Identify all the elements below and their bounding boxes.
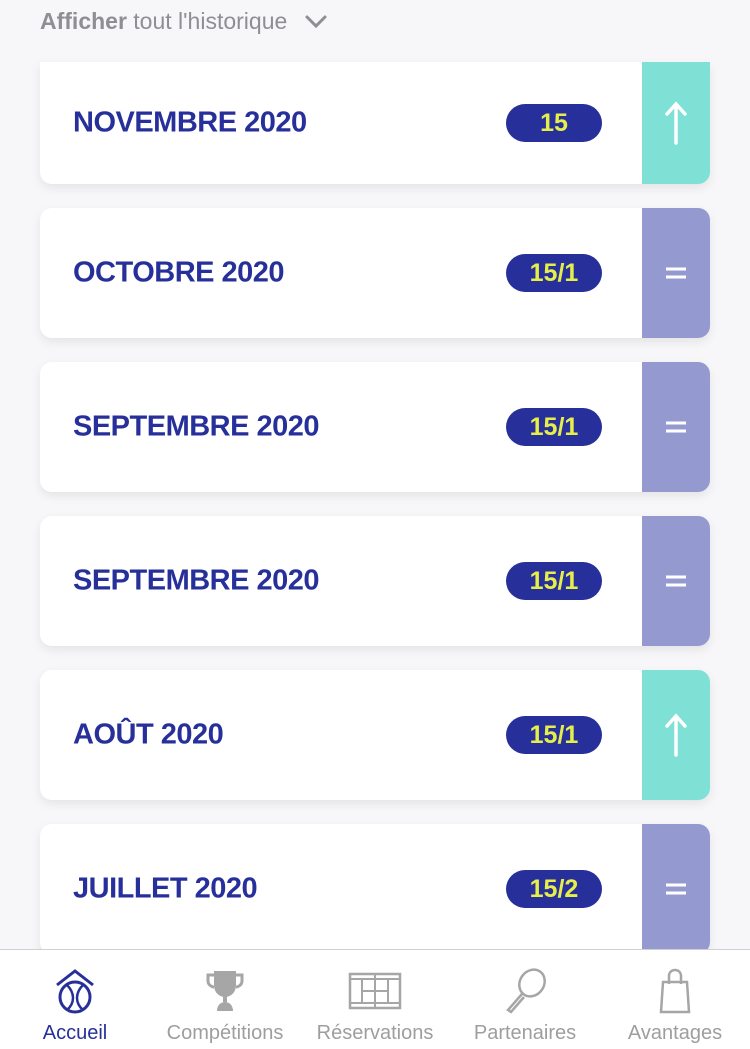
equal-icon [666, 421, 686, 433]
rank-badge: 15 [506, 104, 602, 142]
tab-avantages[interactable]: Avantages [600, 950, 750, 1049]
trend-indicator [642, 824, 710, 954]
ranking-card[interactable]: NOVEMBRE 2020 15 [40, 62, 710, 184]
ranking-month: SEPTEMBRE 2020 [73, 410, 320, 443]
ranking-card[interactable]: AOÛT 2020 15/1 [40, 670, 710, 800]
chevron-down-icon [305, 15, 327, 28]
tab-label: Avantages [627, 1022, 723, 1044]
ranking-card[interactable]: SEPTEMBRE 2020 15/1 [40, 362, 710, 492]
trophy-icon [206, 971, 244, 1011]
tab-competitions[interactable]: Compétitions [150, 950, 300, 1049]
tab-accueil[interactable]: Accueil [0, 950, 150, 1049]
home-ball-icon [56, 969, 94, 1014]
tab-bar: Accueil Compétitions Réservations Parten… [0, 949, 750, 1049]
equal-icon [666, 267, 686, 279]
ranking-card[interactable]: OCTOBRE 2020 15/1 [40, 208, 710, 338]
ranking-month: NOVEMBRE 2020 [73, 106, 307, 139]
tab-label: Partenaires [473, 1022, 577, 1044]
rank-badge: 15/1 [506, 562, 602, 600]
ranking-month: SEPTEMBRE 2020 [73, 564, 320, 597]
rank-badge: 15/2 [506, 870, 602, 908]
equal-icon [666, 575, 686, 587]
racket-icon [506, 968, 546, 1014]
show-history-label: Afficher tout l'historique [40, 8, 288, 34]
trend-indicator [642, 208, 710, 338]
ranking-card[interactable]: JUILLET 2020 15/2 [40, 824, 710, 954]
court-icon [348, 972, 402, 1010]
trend-indicator [642, 516, 710, 646]
ranking-month: OCTOBRE 2020 [73, 256, 285, 289]
equal-icon [666, 883, 686, 895]
trend-indicator [642, 362, 710, 492]
ranking-card[interactable]: SEPTEMBRE 2020 15/1 [40, 516, 710, 646]
trend-indicator [642, 670, 710, 800]
tab-label: Réservations [316, 1022, 434, 1044]
tab-partenaires[interactable]: Partenaires [450, 950, 600, 1049]
tab-reservations[interactable]: Réservations [300, 950, 450, 1049]
tab-label: Compétitions [166, 1022, 284, 1044]
show-history-link[interactable]: Afficher tout l'historique [40, 8, 327, 35]
trend-indicator [642, 62, 710, 184]
arrow-up-icon [665, 713, 687, 757]
rank-badge: 15/1 [506, 716, 602, 754]
shopping-bag-icon [659, 968, 691, 1014]
ranking-month: AOÛT 2020 [73, 718, 224, 751]
arrow-up-icon [665, 101, 687, 145]
tab-label: Accueil [42, 1022, 108, 1044]
rank-badge: 15/1 [506, 254, 602, 292]
rank-badge: 15/1 [506, 408, 602, 446]
ranking-month: JUILLET 2020 [73, 872, 258, 905]
